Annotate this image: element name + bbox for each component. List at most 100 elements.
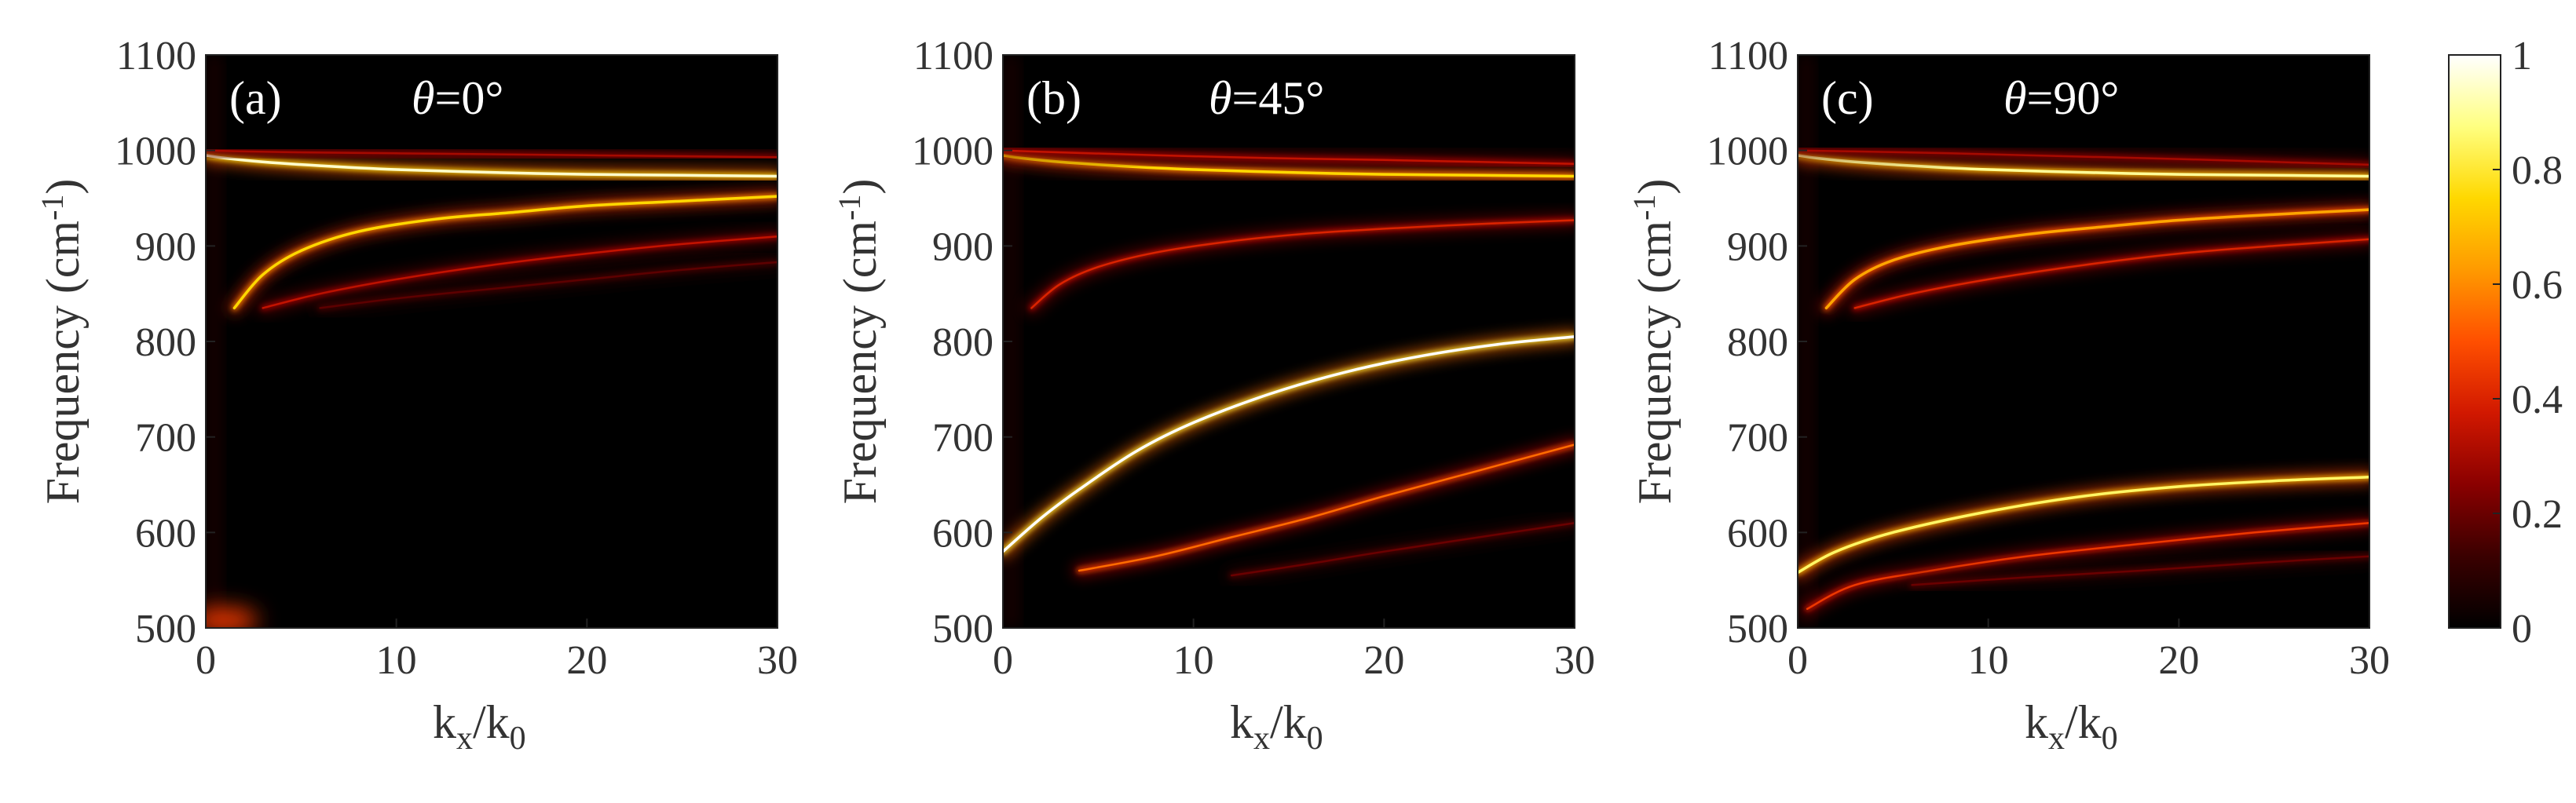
plot-background xyxy=(206,55,778,628)
y-tick-label: 700 xyxy=(135,416,196,461)
band-3 xyxy=(1820,203,2369,315)
colorbar-tick-label: 0 xyxy=(2512,607,2532,652)
panel-a: 0 10 20 30 500 600 700 800 900 1000 1100 (a) θ=0° kx/… xyxy=(35,34,798,757)
y-tick-label: 900 xyxy=(135,224,196,269)
y-tick-label: 1100 xyxy=(913,34,993,78)
colorbar-gradient xyxy=(2449,55,2501,628)
y-tick-label: 600 xyxy=(932,511,993,556)
y-tick-label: 800 xyxy=(1727,320,1788,365)
heatmap-marks xyxy=(1798,55,2369,628)
y-tick-label: 700 xyxy=(1727,416,1788,461)
band-2-core xyxy=(1003,149,1575,165)
y-tick-label: 500 xyxy=(1727,607,1788,652)
x-axis-label: kx/k0 xyxy=(433,696,526,757)
y-tick-label: 1000 xyxy=(912,130,993,174)
y-label-main: Frequency (cm xyxy=(1629,221,1681,505)
y-label-end: ) xyxy=(37,179,89,195)
y-tick-label: 600 xyxy=(135,511,196,556)
y-label-sup: -1 xyxy=(35,195,70,221)
theta-symbol: θ xyxy=(2003,72,2026,124)
band-6 xyxy=(1225,516,1575,582)
band-3-core xyxy=(232,195,778,310)
x-tick-label: 0 xyxy=(993,638,1013,683)
y-tick-label: 900 xyxy=(932,224,993,269)
band-4 xyxy=(256,230,778,315)
band-2 xyxy=(1798,144,2369,171)
x-tick-label: 10 xyxy=(1173,638,1214,683)
x-tick-label: 20 xyxy=(2158,638,2199,683)
y-tick-label: 600 xyxy=(1727,511,1788,556)
band-2 xyxy=(206,144,778,164)
x-tick-label: 10 xyxy=(1968,638,2009,683)
band-5-core xyxy=(1798,476,2369,575)
x-label-mid: /k xyxy=(473,696,510,748)
band-4 xyxy=(1848,232,2369,315)
panel-label: (b) xyxy=(1026,72,1081,124)
colorbar-tick-label: 0.4 xyxy=(2512,378,2563,422)
theta-value: =0° xyxy=(434,72,503,124)
x-tick-label: 20 xyxy=(566,638,607,683)
y-tick-label: 1000 xyxy=(115,130,196,174)
y-label-end: ) xyxy=(834,179,886,195)
band-1 xyxy=(206,148,778,183)
band-1 xyxy=(1003,148,1575,183)
y-tick-label: 1100 xyxy=(1708,34,1788,78)
heatmap-marks xyxy=(1003,55,1575,628)
x-label-sub2: 0 xyxy=(2102,721,2118,757)
x-label-main: k xyxy=(2025,696,2048,748)
band-2-core xyxy=(206,149,778,159)
colorbar: 0 0.2 0.4 0.6 0.8 1 xyxy=(2448,34,2563,652)
colorbar-tick-label: 0.2 xyxy=(2512,492,2563,537)
colorbar-tick-label: 0.8 xyxy=(2512,148,2563,193)
x-label-sub2: 0 xyxy=(510,721,526,757)
panel-b: 0 10 20 30 500 600 700 800 900 1000 1100 (b) θ=45° kx… xyxy=(832,34,1595,757)
band-1-core xyxy=(1003,154,1575,178)
heatmap-marks xyxy=(206,55,778,628)
band-5-core xyxy=(319,261,778,309)
y-label-main: Frequency (cm xyxy=(834,221,886,505)
colorbar-tick-label: 1 xyxy=(2512,34,2532,78)
band-6 xyxy=(1801,516,2369,615)
colorbar-frame xyxy=(2448,54,2501,629)
x-label-main: k xyxy=(433,696,456,748)
theta-label: θ=0° xyxy=(412,72,503,124)
band-7-core xyxy=(1911,555,2369,586)
x-tick-label: 30 xyxy=(757,638,798,683)
band-3-core xyxy=(1824,208,2369,310)
band-2-core xyxy=(1798,149,2369,166)
y-label-main: Frequency (cm xyxy=(37,221,89,505)
x-label-sub2: 0 xyxy=(1307,721,1323,757)
band-1-core xyxy=(206,154,778,178)
band-2 xyxy=(1003,144,1575,170)
x-label-sub1: x xyxy=(2048,721,2065,757)
y-tick-label: 500 xyxy=(135,607,196,652)
theta-value: =90° xyxy=(2026,72,2119,124)
y-tick-label: 800 xyxy=(135,320,196,365)
band-4-core xyxy=(262,235,778,309)
x-tick-label: 0 xyxy=(1787,638,1808,683)
band-1-core xyxy=(1798,154,2369,178)
theta-value: =45° xyxy=(1231,72,1324,124)
band-4-core xyxy=(1003,335,1575,553)
band-5 xyxy=(1073,438,1575,577)
y-axis-label: Frequency (cm-1) xyxy=(1626,179,1681,505)
theta-label: θ=90° xyxy=(2003,72,2119,124)
y-label-sup: -1 xyxy=(1626,195,1662,221)
panel-label: (a) xyxy=(229,72,282,124)
x-tick-label: 0 xyxy=(196,638,216,683)
x-label-main: k xyxy=(1230,696,1253,748)
band-4 xyxy=(1003,330,1575,558)
band-7 xyxy=(1905,549,2369,592)
x-tick-label: 30 xyxy=(1554,638,1595,683)
band-6-core xyxy=(1806,521,2369,610)
band-5 xyxy=(1798,470,2369,579)
panel-label: (c) xyxy=(1821,72,1874,124)
y-tick-label: 1100 xyxy=(116,34,196,78)
x-axis-label: kx/k0 xyxy=(1230,696,1323,757)
band-3 xyxy=(228,190,778,315)
band-4-core xyxy=(1853,238,2369,309)
band-5-core xyxy=(1078,443,1575,572)
x-tick-label: 10 xyxy=(376,638,417,683)
y-axis-label: Frequency (cm-1) xyxy=(832,179,886,505)
band-3-core xyxy=(1030,219,1575,309)
